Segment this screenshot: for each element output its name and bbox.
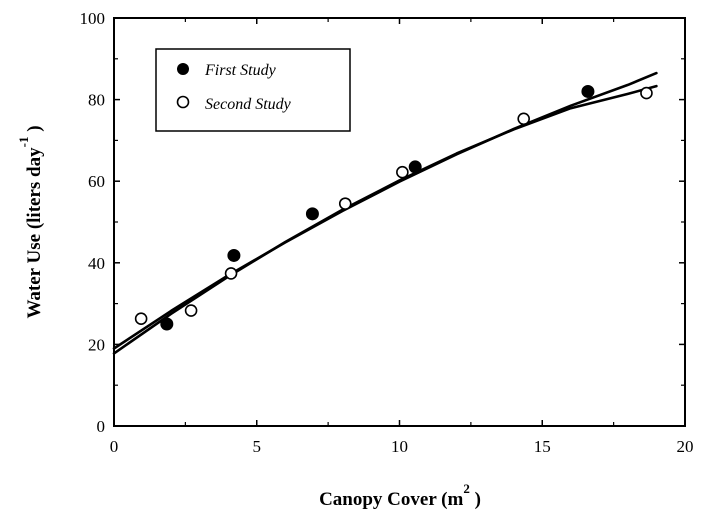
x-axis-title: Canopy Cover (m2 ) [319, 481, 481, 510]
data-point-series-2 [640, 86, 653, 100]
data-point-series-2 [517, 112, 530, 126]
x-tick-label: 0 [110, 437, 119, 456]
data-points [134, 84, 653, 331]
y-tick-label: 0 [97, 417, 106, 436]
y-axis-title-close: ) [24, 125, 45, 136]
legend: First Study Second Study [155, 48, 351, 132]
y-axis-title: Water Use (liters day-1 ) [16, 125, 45, 318]
legend-label-second-study: Second Study [205, 96, 292, 113]
x-axis-title-text: Canopy Cover (m [319, 489, 463, 510]
y-tick-label: 40 [88, 254, 105, 273]
data-point-series-2 [134, 312, 148, 325]
legend-box [155, 48, 351, 132]
y-tick-label: 60 [88, 172, 105, 191]
legend-label-first-study: First Study [204, 62, 277, 79]
data-point-series-1 [305, 207, 319, 221]
x-tick-label: 20 [677, 437, 694, 456]
x-tick-label: 10 [391, 437, 408, 456]
data-point-series-2 [184, 304, 198, 317]
data-point-series-1 [160, 317, 174, 331]
x-tick-label: 5 [253, 437, 262, 456]
legend-marker-first-study [177, 63, 189, 75]
x-tick-label: 15 [534, 437, 551, 456]
data-point-series-2 [224, 267, 238, 280]
data-point-series-2 [338, 197, 352, 210]
y-tick-label: 80 [88, 91, 105, 110]
x-axis-title-close: ) [470, 489, 481, 510]
y-tick-label: 20 [88, 335, 105, 354]
axis-ticks: 0 5 10 15 20 0 20 40 60 80 100 [80, 9, 694, 456]
x-axis-title-sup: 2 [463, 481, 470, 496]
fit-line-series-2 [112, 84, 658, 355]
fit-lines [112, 71, 658, 355]
data-point-series-2 [396, 165, 409, 179]
y-axis-title-sup: -1 [16, 137, 31, 148]
data-point-series-1 [227, 248, 241, 262]
data-point-series-1 [581, 84, 595, 98]
y-tick-label: 100 [80, 9, 106, 28]
y-axis-title-text: Water Use (liters day [24, 147, 45, 319]
legend-marker-second-study [176, 95, 190, 109]
data-point-series-1 [408, 160, 422, 174]
